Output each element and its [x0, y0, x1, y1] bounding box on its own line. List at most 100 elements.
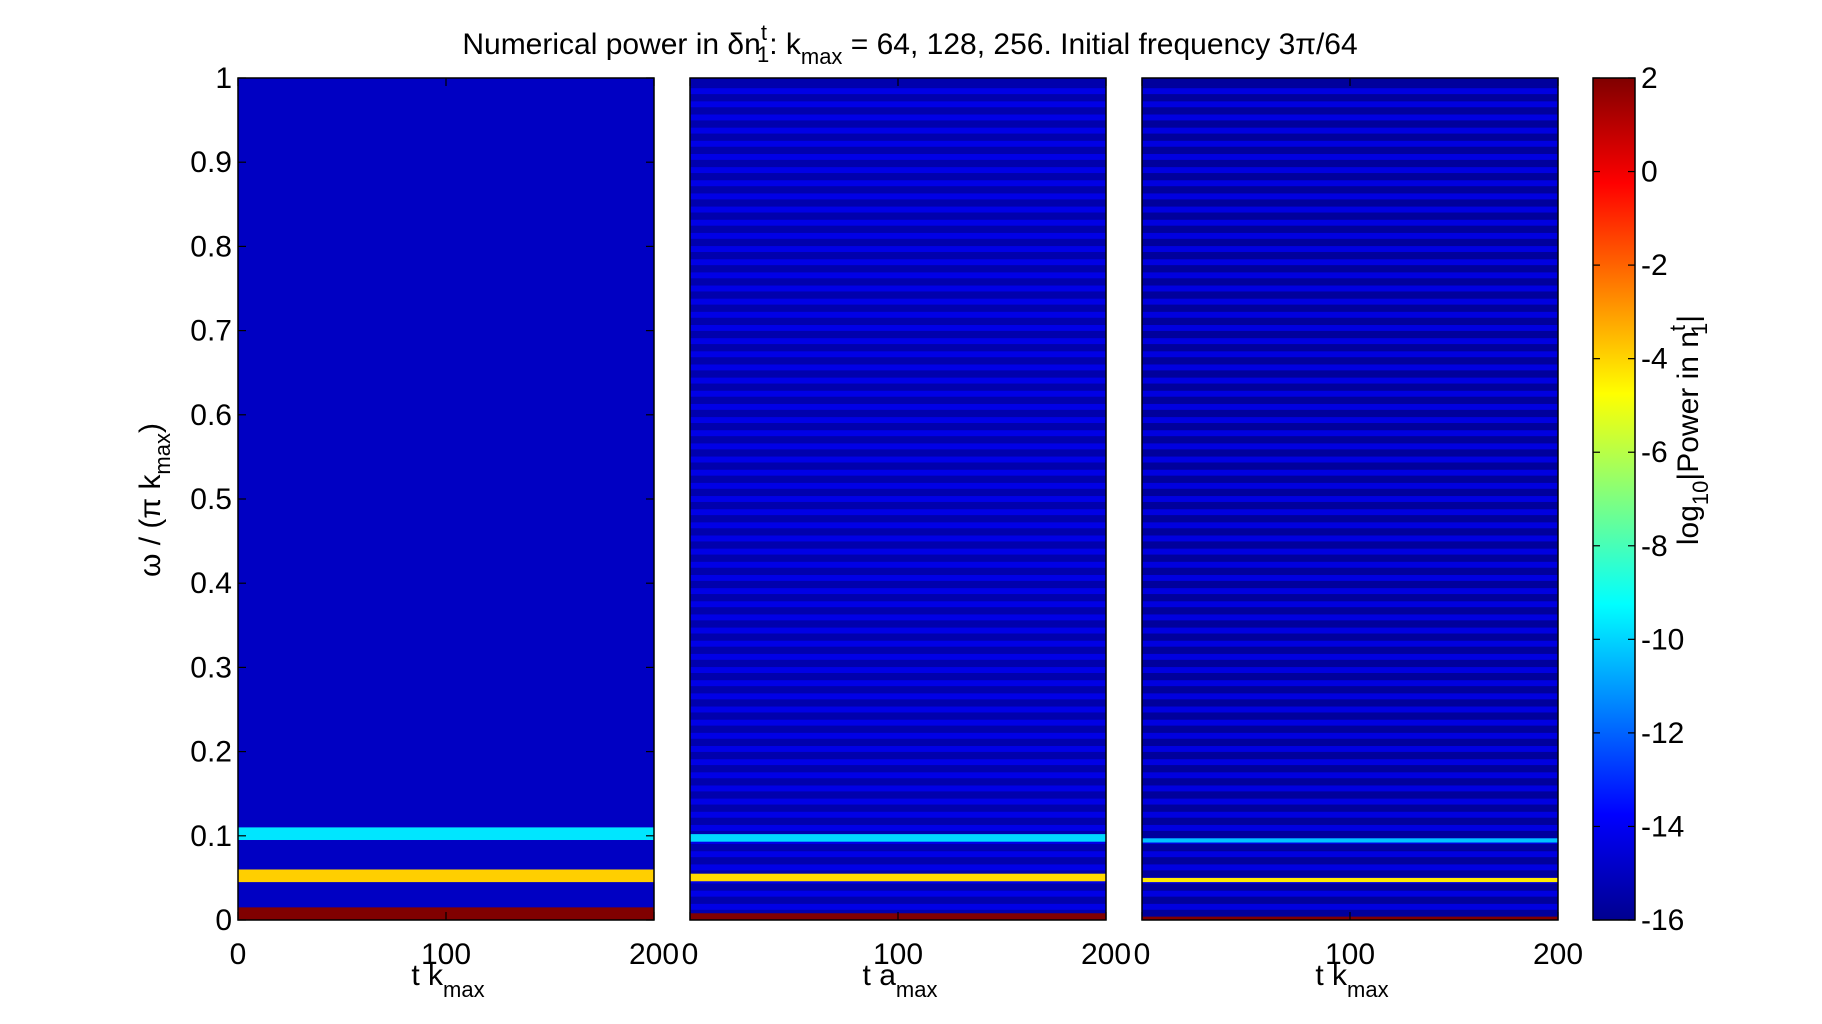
y-tick-label: 0.4 — [190, 567, 232, 600]
heatmap-stripe — [690, 535, 1106, 542]
heatmap-stripe — [690, 693, 1106, 700]
heatmap-stripe — [690, 785, 1106, 792]
heatmap-stripe — [690, 351, 1106, 358]
heatmap-stripe — [1142, 811, 1558, 818]
heatmap-stripe — [1142, 693, 1558, 700]
heatmap-stripe — [1142, 364, 1558, 371]
heatmap-stripe — [690, 522, 1106, 529]
heatmap-stripe — [1142, 890, 1558, 897]
heatmap-stripe — [1142, 903, 1558, 910]
heatmap-stripe — [1142, 653, 1558, 660]
x-tick-label: 100 — [421, 938, 471, 971]
y-tick-label: 0.9 — [190, 146, 232, 179]
colorbar-frame — [1592, 77, 1636, 921]
x-axis-label-1-main: t k — [411, 959, 444, 992]
heatmap-stripe — [1142, 180, 1558, 187]
heatmap-stripe — [690, 772, 1106, 779]
heatmap-stripe — [690, 614, 1106, 621]
heatmap-stripe — [1142, 206, 1558, 213]
heatmap-stripe — [690, 430, 1106, 437]
heatmap-stripe — [690, 377, 1106, 384]
heatmap-stripe — [1142, 193, 1558, 200]
heatmap-stripe — [690, 390, 1106, 397]
title-sup: t — [761, 20, 767, 45]
y-tick-label: 0.5 — [190, 483, 232, 516]
heatmap-stripe — [1142, 588, 1558, 595]
heatmap-stripe — [690, 403, 1106, 410]
heatmap-stripe — [690, 325, 1106, 331]
heatmap-stripe — [1142, 403, 1558, 410]
heatmap-stripe — [690, 180, 1106, 187]
y-axis-label-sub: max — [150, 433, 175, 475]
heatmap-stripe — [690, 219, 1106, 226]
colorbar-label-pre: log — [1672, 505, 1705, 545]
y-tick-label: 1 — [215, 62, 232, 95]
heatmap-stripe — [690, 417, 1106, 424]
heatmap-stripe — [1142, 377, 1558, 384]
x-tick-label: 0 — [682, 938, 699, 971]
colorbar-tick-label: -8 — [1641, 530, 1668, 563]
heatmap-stripe — [1142, 114, 1558, 121]
x-tick-label: 100 — [1325, 938, 1375, 971]
heatmap-stripe — [690, 232, 1106, 239]
heatmap-stripe — [1142, 864, 1558, 871]
heatmap-stripe — [1142, 496, 1558, 502]
heatmap-stripe — [690, 561, 1106, 568]
heatmap-stripe — [690, 153, 1106, 160]
x-tick-label: 0 — [1134, 938, 1151, 971]
heatmap-stripe — [1142, 219, 1558, 226]
heatmap-stripe — [690, 890, 1106, 897]
heatmap-stripe — [690, 824, 1106, 831]
heatmap-stripe — [1142, 338, 1558, 345]
heatmap-stripe — [1142, 851, 1558, 858]
heatmap-stripe — [1142, 272, 1558, 279]
heatmap-stripe — [690, 732, 1106, 739]
heatmap-stripe — [690, 627, 1106, 634]
heatmap-stripe — [1142, 456, 1558, 463]
heatmap-stripe — [690, 311, 1106, 318]
colorbar: 2 0 -2 -4 -6 -8 -10 -12 -14 -16 — [1592, 62, 1684, 937]
colorbar-tick-label: -10 — [1641, 623, 1684, 656]
figure-title: Numerical power in δnt 1: kmax = 64, 128,… — [462, 20, 1357, 69]
heatmap-stripe — [1142, 614, 1558, 621]
panel-kmax-256: 0 100 200 — [1134, 77, 1583, 971]
colorbar-tick-label: -16 — [1641, 904, 1684, 937]
y-tick-label: 0.7 — [190, 315, 232, 348]
heatmap-stripe — [1142, 824, 1558, 831]
colorbar-tick-label: -14 — [1641, 810, 1684, 843]
heatmap-stripe — [1142, 772, 1558, 779]
x-axis-label-3-main: t k — [1315, 959, 1348, 992]
heatmap-stripe — [690, 798, 1106, 805]
y-tick-label: 0.3 — [190, 651, 232, 684]
heatmap-stripe — [690, 719, 1106, 726]
heatmap-stripe — [1142, 167, 1558, 174]
heatmap-stripe — [1142, 548, 1558, 555]
x-tick-label: 200 — [629, 938, 679, 971]
heatmap-stripe — [690, 509, 1106, 516]
heatmap-stripe — [690, 259, 1106, 266]
heatmap-band — [238, 827, 654, 841]
colorbar-label-mid: |Power in n — [1672, 331, 1705, 481]
y-tick-label: 0.2 — [190, 736, 232, 769]
heatmap-stripe — [690, 101, 1106, 108]
title-prefix: Numerical power in δn — [462, 28, 760, 61]
heatmap-stripe — [690, 601, 1106, 608]
heatmap-stripe — [690, 88, 1106, 95]
y-axis-label: ω / (π kmax) — [134, 423, 175, 577]
x-axis-label-panel-3: t kmax — [1315, 959, 1388, 1002]
heatmap-stripe — [1142, 311, 1558, 318]
x-tick-label: 0 — [230, 938, 247, 971]
x-axis-label-1-sub: max — [443, 977, 485, 1002]
heatmap-stripe — [690, 114, 1106, 121]
heatmap-stripe — [690, 640, 1106, 647]
heatmap-stripe — [690, 851, 1106, 858]
y-tick-label: 0 — [215, 904, 232, 937]
colorbar-tick-label: 0 — [1641, 156, 1658, 189]
heatmap-stripe — [1142, 153, 1558, 160]
x-axis-label-panel-1: t kmax — [411, 959, 484, 1002]
y-tick-label: 0.1 — [190, 820, 232, 853]
title-suffix: = 64, 128, 256. Initial frequency 3π/64 — [842, 28, 1357, 61]
heatmap-stripe — [1142, 640, 1558, 647]
y-tick-label: 0.8 — [190, 230, 232, 263]
heatmap-stripe — [690, 193, 1106, 200]
